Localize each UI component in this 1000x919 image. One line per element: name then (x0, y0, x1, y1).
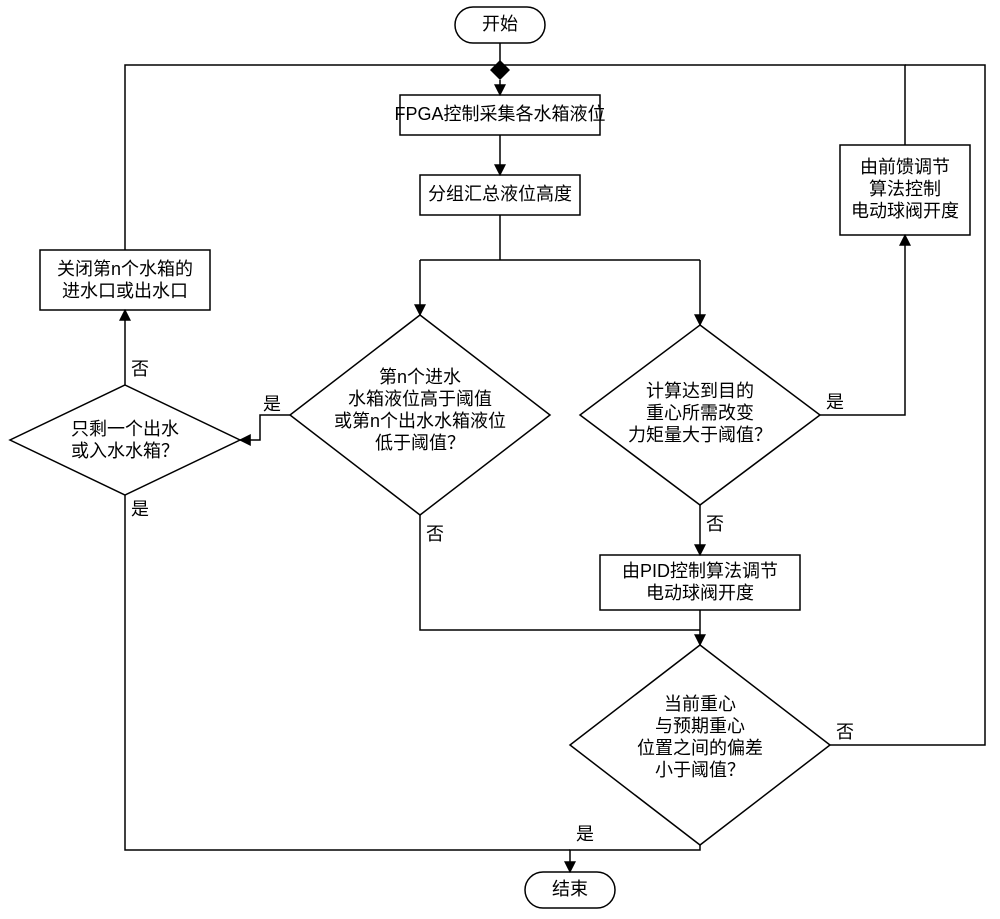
close-n-box: 关闭第n个水箱的 进水口或出水口 (40, 250, 210, 310)
svg-text:算法控制: 算法控制 (869, 179, 941, 199)
pid-box: 由PID控制算法调节 电动球阀开度 (600, 555, 800, 610)
fpga-box: FPGA控制采集各水箱液位 (394, 95, 605, 135)
label-level-no: 否 (426, 524, 444, 544)
svg-text:电动球阀开度: 电动球阀开度 (851, 201, 959, 221)
svg-text:低于阈值？: 低于阈值？ (375, 433, 465, 453)
label-one-no: 否 (131, 359, 149, 379)
svg-text:第n个进水: 第n个进水 (379, 367, 461, 387)
svg-text:力矩量大于阈值？: 力矩量大于阈值？ (628, 425, 772, 445)
svg-text:当前重心: 当前重心 (664, 694, 736, 714)
svg-text:进水口或出水口: 进水口或出水口 (62, 281, 188, 301)
label-torque-yes: 是 (826, 392, 844, 412)
svg-text:或入水水箱？: 或入水水箱？ (71, 441, 179, 461)
label-level-yes: 是 (263, 394, 281, 414)
level-decision: 第n个进水 水箱液位高于阈值 或第n个出水水箱液位 低于阈值？ (290, 315, 550, 515)
svg-text:计算达到目的: 计算达到目的 (646, 381, 754, 401)
edge-close-loop (125, 65, 500, 250)
start-terminal: 开始 (455, 7, 545, 43)
svg-text:由PID控制算法调节: 由PID控制算法调节 (622, 561, 778, 581)
svg-text:分组汇总液位高度: 分组汇总液位高度 (428, 184, 572, 204)
edge-level-yes (240, 415, 290, 440)
deviation-decision: 当前重心 与预期重心 位置之间的偏差 小于阈值？ (570, 645, 830, 845)
svg-text:与预期重心: 与预期重心 (655, 716, 745, 736)
svg-text:关闭第n个水箱的: 关闭第n个水箱的 (57, 259, 193, 279)
end-label: 结束 (552, 879, 588, 899)
svg-text:水箱液位高于阈值: 水箱液位高于阈值 (348, 389, 492, 409)
feedforward-box: 由前馈调节 算法控制 电动球阀开度 (840, 145, 970, 235)
edge-torque-yes (820, 235, 905, 415)
svg-text:电动球阀开度: 电动球阀开度 (646, 583, 754, 603)
svg-text:重心所需改变: 重心所需改变 (646, 403, 754, 423)
svg-text:只剩一个出水: 只剩一个出水 (71, 419, 179, 439)
label-torque-no: 否 (706, 514, 724, 534)
label-one-yes: 是 (131, 499, 149, 519)
svg-text:或第n个出水水箱液位: 或第n个出水水箱液位 (334, 411, 506, 431)
torque-decision: 计算达到目的 重心所需改变 力矩量大于阈值？ (580, 325, 820, 505)
start-label: 开始 (482, 14, 518, 34)
group-box: 分组汇总液位高度 (420, 175, 580, 215)
label-dev-no: 否 (836, 722, 854, 742)
label-dev-yes: 是 (576, 824, 594, 844)
end-terminal: 结束 (525, 872, 615, 908)
svg-text:FPGA控制采集各水箱液位: FPGA控制采集各水箱液位 (394, 104, 605, 124)
svg-text:位置之间的偏差: 位置之间的偏差 (637, 738, 763, 758)
edge-dev-yes (570, 845, 700, 872)
svg-text:小于阈值？: 小于阈值？ (655, 760, 745, 780)
svg-text:由前馈调节: 由前馈调节 (860, 157, 950, 177)
merge-arrowheads (490, 60, 510, 80)
one-remaining-decision: 只剩一个出水 或入水水箱？ (10, 385, 240, 495)
edge-one-yes (125, 495, 570, 850)
